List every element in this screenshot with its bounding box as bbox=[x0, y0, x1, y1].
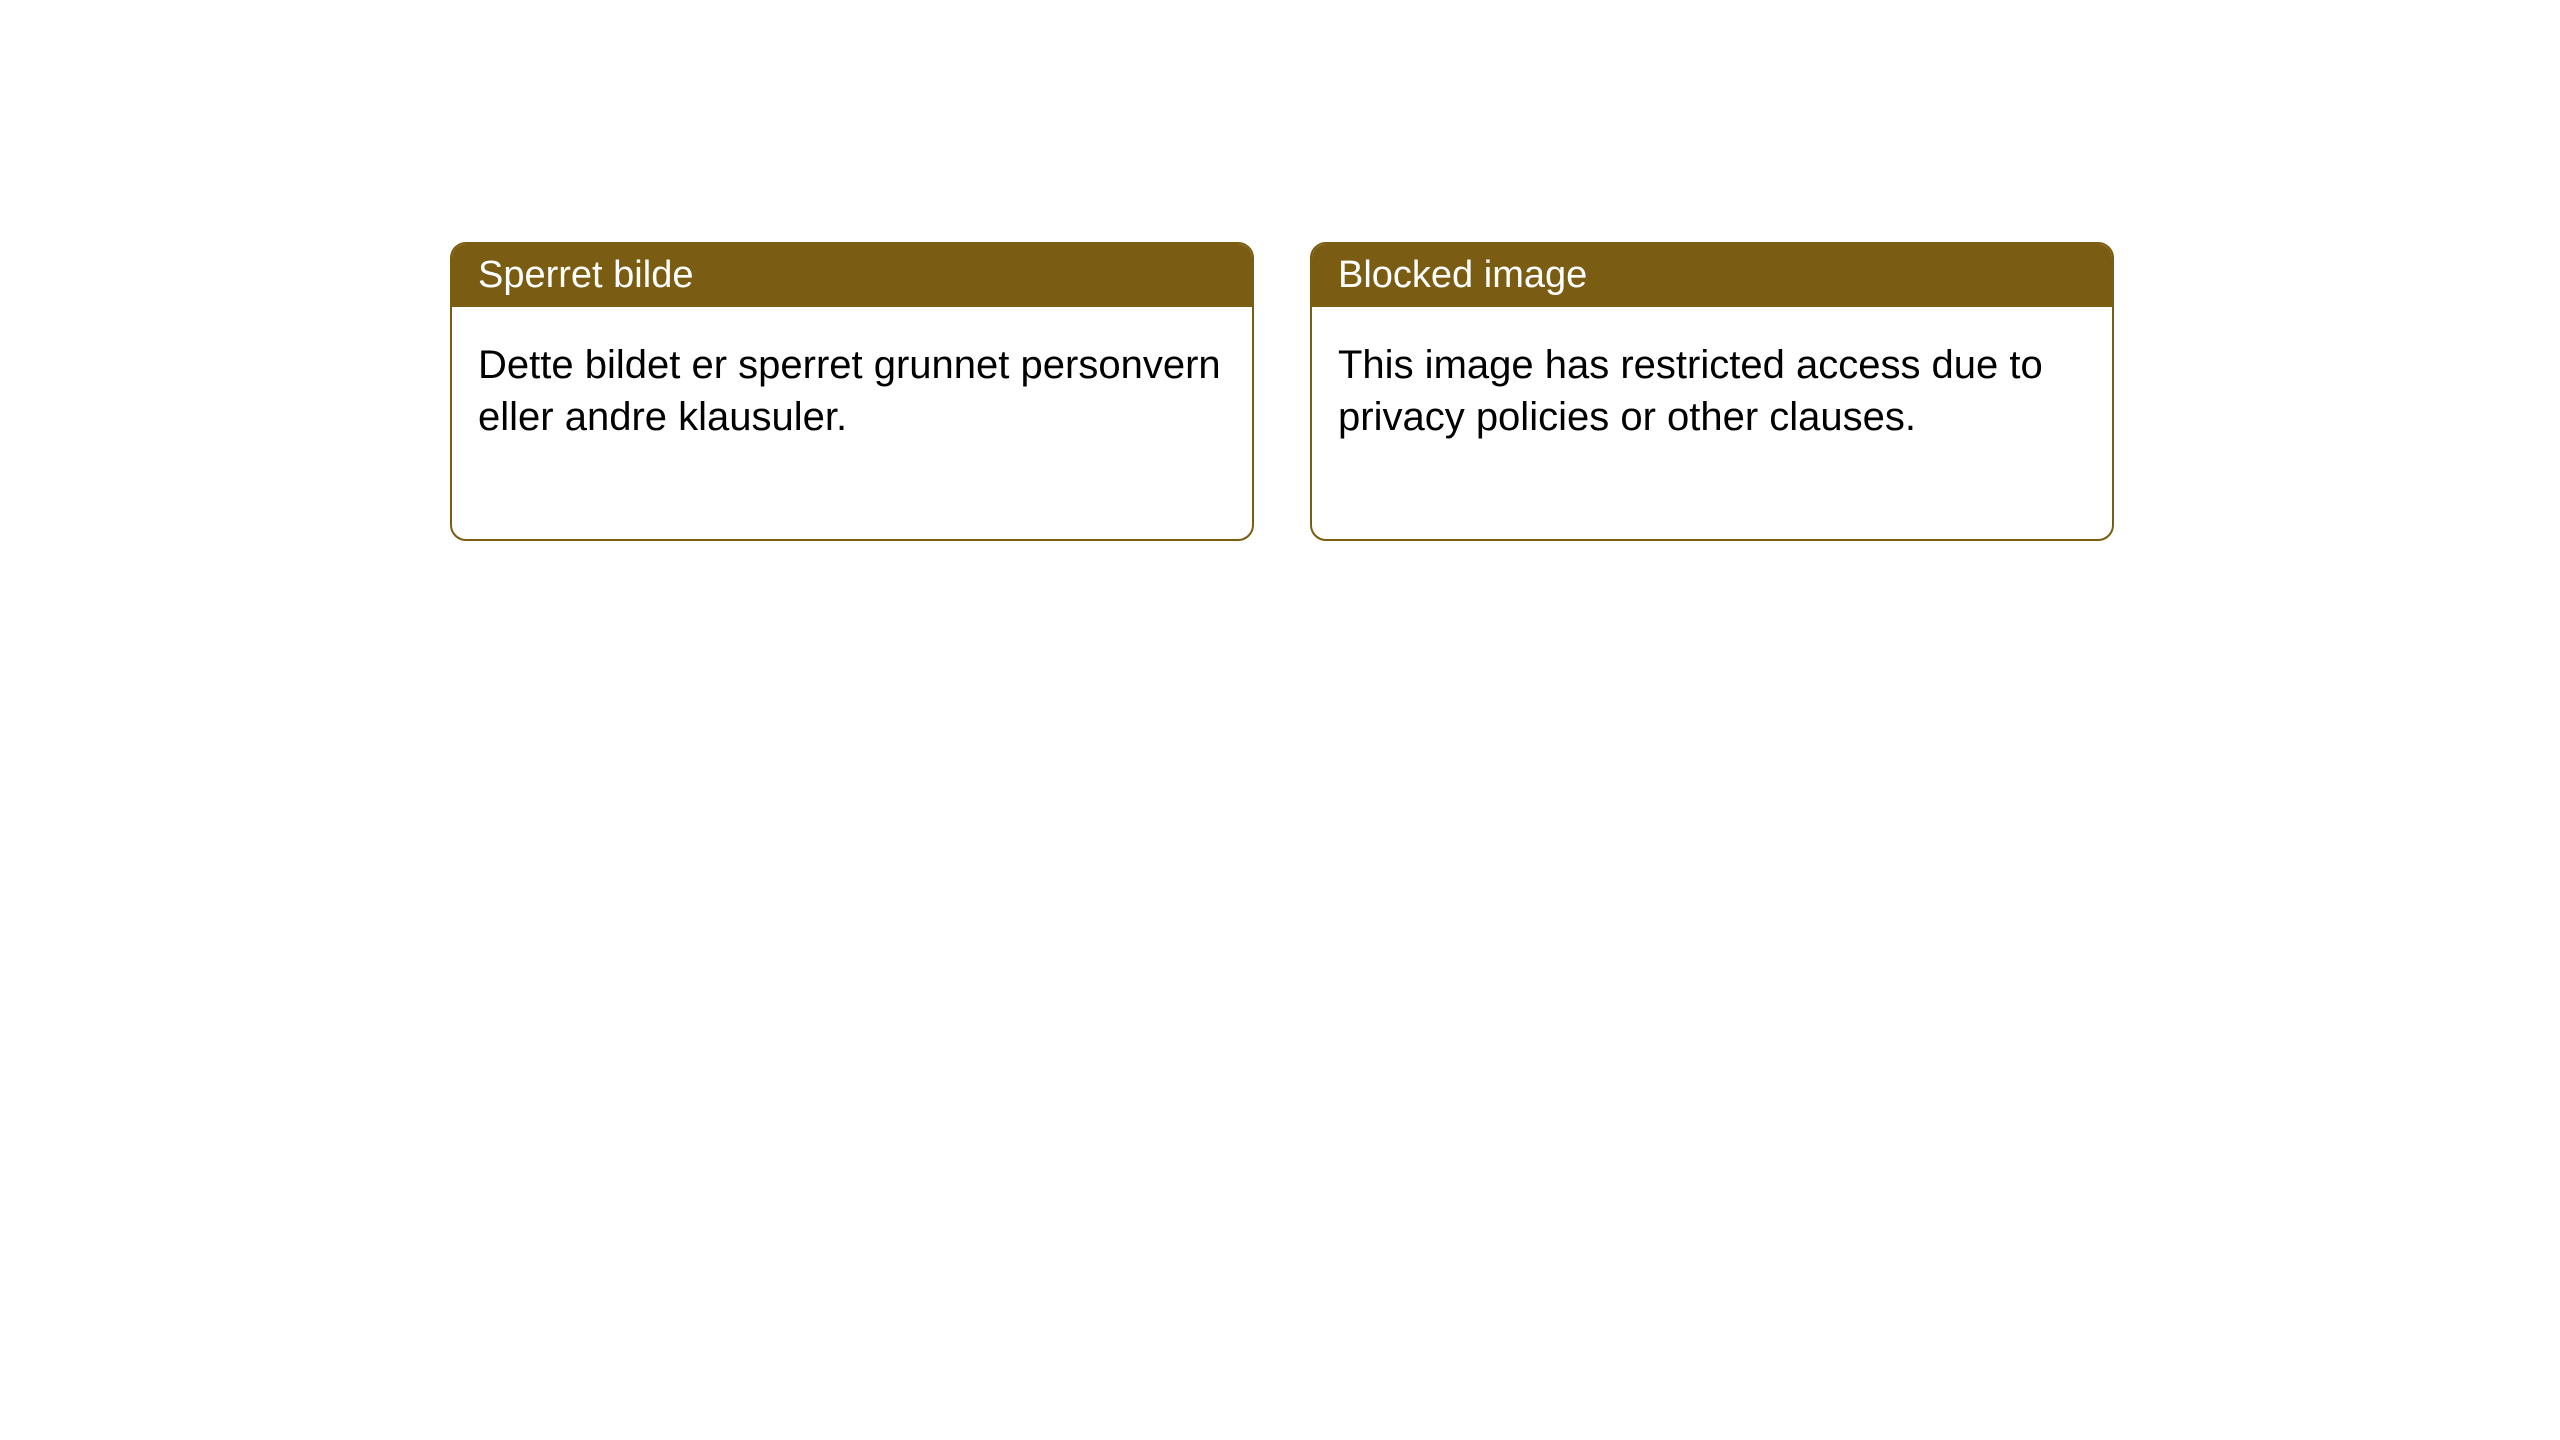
notice-body-text: This image has restricted access due to … bbox=[1338, 343, 2043, 439]
notice-card-english: Blocked image This image has restricted … bbox=[1310, 242, 2114, 541]
notice-body-text: Dette bildet er sperret grunnet personve… bbox=[478, 343, 1221, 439]
notice-body: Dette bildet er sperret grunnet personve… bbox=[452, 307, 1252, 539]
notice-container: Sperret bilde Dette bildet er sperret gr… bbox=[0, 0, 2560, 541]
notice-title: Blocked image bbox=[1338, 254, 1587, 296]
notice-body: This image has restricted access due to … bbox=[1312, 307, 2112, 539]
notice-title: Sperret bilde bbox=[478, 254, 693, 296]
notice-card-norwegian: Sperret bilde Dette bildet er sperret gr… bbox=[450, 242, 1254, 541]
notice-header: Blocked image bbox=[1312, 244, 2112, 307]
notice-header: Sperret bilde bbox=[452, 244, 1252, 307]
